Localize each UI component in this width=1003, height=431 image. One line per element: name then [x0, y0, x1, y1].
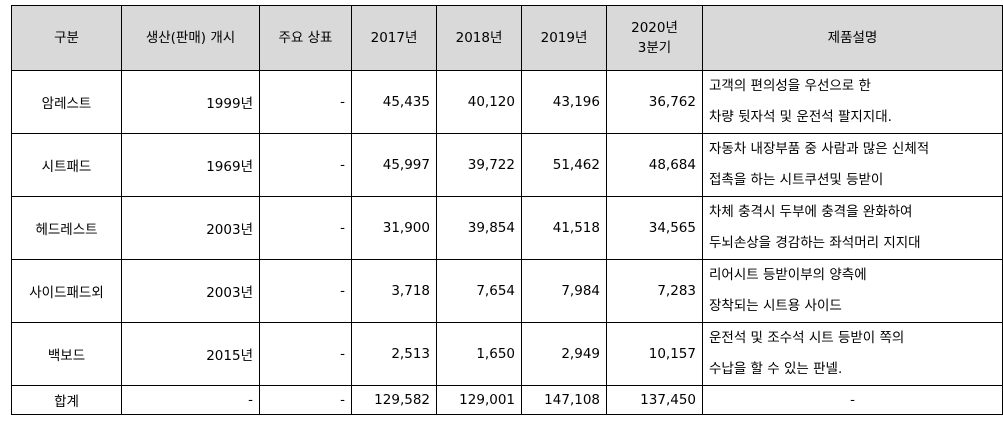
row-name: 백보드	[11, 322, 122, 386]
row-description: 리어시트 등받이부의 양측에 장착되는 시트용 사이드	[702, 259, 1003, 323]
row-description-line2: 접촉을 하는 시트쿠션및 등받이	[709, 172, 884, 188]
table-row: 백보드 2015년 - 2,513 1,650 2,949 10,157 운전석…	[11, 322, 1003, 386]
header-2020-q3: 2020년 3분기	[606, 5, 703, 71]
row-2017: 3,718	[351, 259, 437, 323]
row-2020: 48,684	[606, 133, 703, 197]
row-description-line1: 리어시트 등받이부의 양측에	[709, 267, 867, 283]
total-row: 합계 - - 129,582 129,001 147,108 137,450 -	[11, 385, 1003, 415]
row-description: 차체 충격시 두부에 충격을 완화하여 두뇌손상을 경감하는 좌석머리 지지대	[702, 196, 1003, 260]
row-2017: 45,435	[351, 70, 437, 134]
header-2020-line2: 3분기	[637, 40, 672, 56]
header-launch: 생산(판매) 개시	[121, 5, 260, 71]
total-2018: 129,001	[436, 385, 522, 415]
row-launch: 2015년	[121, 322, 260, 386]
header-2018: 2018년	[436, 5, 522, 71]
row-launch: 2003년	[121, 196, 260, 260]
row-launch: 1969년	[121, 133, 260, 197]
total-2020: 137,450	[606, 385, 703, 415]
row-description: 운전석 및 조수석 시트 등받이 쪽의 수납을 할 수 있는 판넬.	[702, 322, 1003, 386]
row-2018: 39,722	[436, 133, 522, 197]
row-2019: 43,196	[521, 70, 607, 134]
row-name: 시트패드	[11, 133, 122, 197]
row-description: 자동차 내장부품 중 사람과 많은 신체적 접촉을 하는 시트쿠션및 등받이	[702, 133, 1003, 197]
row-2018: 40,120	[436, 70, 522, 134]
header-2020-line1: 2020년	[631, 20, 678, 36]
row-description-line2: 장착되는 시트용 사이드	[709, 298, 842, 314]
header-description: 제품설명	[702, 5, 1003, 71]
total-2019: 147,108	[521, 385, 607, 415]
row-description-line2: 두뇌손상을 경감하는 좌석머리 지지대	[709, 235, 921, 251]
total-description: -	[702, 385, 1003, 415]
header-2019: 2019년	[521, 5, 607, 71]
row-2019: 2,949	[521, 322, 607, 386]
row-description-line2: 차량 뒷자석 및 운전석 팔지지대.	[709, 109, 892, 125]
row-launch: 2003년	[121, 259, 260, 323]
row-description-line1: 자동차 내장부품 중 사람과 많은 신체적	[709, 141, 930, 157]
row-description: 고객의 편의성을 우선으로 한 차량 뒷자석 및 운전석 팔지지대.	[702, 70, 1003, 134]
row-2020: 10,157	[606, 322, 703, 386]
row-2017: 45,997	[351, 133, 437, 197]
row-description-line2: 수납을 할 수 있는 판넬.	[709, 361, 843, 377]
row-2020: 36,762	[606, 70, 703, 134]
row-brand: -	[259, 322, 352, 386]
header-2017: 2017년	[351, 5, 437, 71]
row-description-line1: 고객의 편의성을 우선으로 한	[709, 78, 871, 94]
table-row: 헤드레스트 2003년 - 31,900 39,854 41,518 34,56…	[11, 196, 1003, 260]
row-2020: 7,283	[606, 259, 703, 323]
total-name: 합계	[11, 385, 122, 415]
header-category: 구분	[11, 5, 122, 71]
row-2017: 31,900	[351, 196, 437, 260]
row-brand: -	[259, 196, 352, 260]
product-sales-table: 구분 생산(판매) 개시 주요 상표 2017년 2018년 2019년 202…	[11, 5, 1003, 415]
row-description-line1: 차체 충격시 두부에 충격을 완화하여	[709, 204, 913, 220]
row-2020: 34,565	[606, 196, 703, 260]
row-2019: 51,462	[521, 133, 607, 197]
row-launch: 1999년	[121, 70, 260, 134]
total-2017: 129,582	[351, 385, 437, 415]
row-name: 사이드패드외	[11, 259, 122, 323]
row-brand: -	[259, 133, 352, 197]
row-2019: 7,984	[521, 259, 607, 323]
row-2018: 39,854	[436, 196, 522, 260]
row-2018: 1,650	[436, 322, 522, 386]
table-row: 암레스트 1999년 - 45,435 40,120 43,196 36,762…	[11, 70, 1003, 134]
total-brand: -	[259, 385, 352, 415]
row-brand: -	[259, 259, 352, 323]
row-name: 헤드레스트	[11, 196, 122, 260]
table-row: 사이드패드외 2003년 - 3,718 7,654 7,984 7,283 리…	[11, 259, 1003, 323]
row-2018: 7,654	[436, 259, 522, 323]
row-2017: 2,513	[351, 322, 437, 386]
row-name: 암레스트	[11, 70, 122, 134]
row-2019: 41,518	[521, 196, 607, 260]
table-row: 시트패드 1969년 - 45,997 39,722 51,462 48,684…	[11, 133, 1003, 197]
header-brand: 주요 상표	[259, 5, 352, 71]
header-row: 구분 생산(판매) 개시 주요 상표 2017년 2018년 2019년 202…	[11, 5, 1003, 71]
row-description-line1: 운전석 및 조수석 시트 등받이 쪽의	[709, 330, 905, 346]
row-brand: -	[259, 70, 352, 134]
total-launch: -	[121, 385, 260, 415]
